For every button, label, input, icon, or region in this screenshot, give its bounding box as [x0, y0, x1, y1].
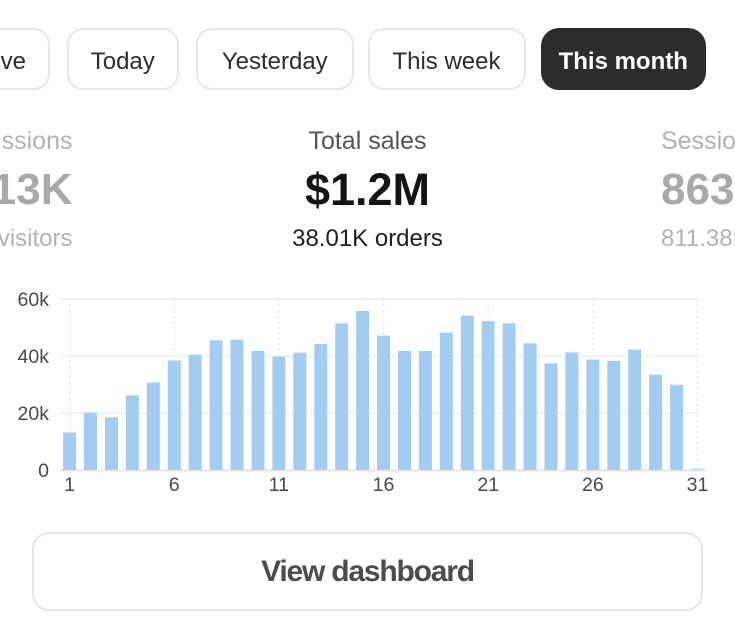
svg-text:16: 16: [373, 474, 395, 496]
svg-text:11: 11: [269, 474, 289, 496]
svg-text:6: 6: [169, 474, 180, 496]
svg-text:21: 21: [477, 474, 499, 496]
svg-text:31: 31: [687, 474, 709, 496]
svg-text:0: 0: [38, 460, 49, 482]
svg-text:1: 1: [64, 474, 75, 496]
svg-text:60k: 60k: [18, 289, 50, 311]
svg-text:40k: 40k: [18, 346, 50, 368]
svg-text:26: 26: [582, 474, 604, 496]
svg-text:20k: 20k: [18, 403, 50, 425]
